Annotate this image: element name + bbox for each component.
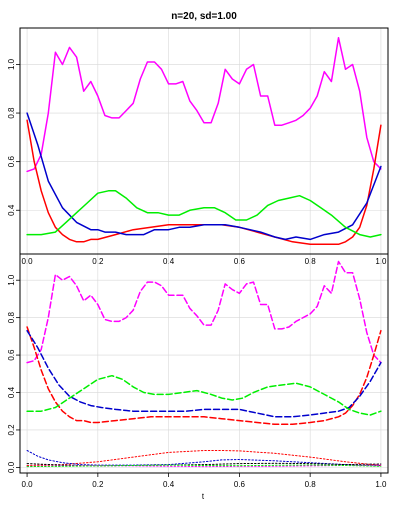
x-tick-label: 0.6 bbox=[234, 480, 246, 489]
bottom-panel-frame bbox=[19, 253, 389, 474]
x-tick-label: 1.0 bbox=[375, 480, 387, 489]
bottom-series-green-dotted bbox=[26, 464, 382, 468]
top-series-red-solid bbox=[26, 119, 382, 246]
chart-title: n=20, sd=1.00 bbox=[171, 11, 237, 22]
bottom-y-tick-label: 0.0 bbox=[7, 461, 16, 473]
x-tick-label: 0.0 bbox=[22, 480, 34, 489]
top-y-tick-label: 0.6 bbox=[7, 156, 16, 168]
top-series-blue-solid bbox=[26, 112, 382, 241]
bottom-panel: 0.0 0.2 0.4 0.6 0.8 1.0 0.0 0.2 0.4 0.6 0.8 1.0 bbox=[7, 253, 389, 489]
bottom-series-magenta-dotted bbox=[26, 464, 382, 468]
x-axis: 0.0 0.2 0.4 0.6 0.8 1.0 bbox=[22, 473, 387, 489]
bottom-series-green-dashed bbox=[26, 374, 382, 416]
bottom-panel-grid bbox=[20, 254, 388, 473]
bottom-series-black-dotted bbox=[26, 462, 382, 467]
top-panel-series bbox=[26, 36, 382, 246]
bottom-series-red-dotted bbox=[26, 450, 382, 466]
bottom-series-red-dashed bbox=[26, 326, 382, 426]
top-series-green-solid bbox=[26, 190, 382, 238]
bottom-series-blue-dotted bbox=[26, 450, 382, 467]
bottom-y-tick-label: 0.6 bbox=[7, 349, 16, 361]
bottom-y-tick-label: 0.8 bbox=[7, 312, 16, 324]
x-tick-label: 0.2 bbox=[92, 480, 104, 489]
top-panel-grid bbox=[20, 28, 388, 254]
bottom-y-tick-label: 0.2 bbox=[7, 424, 16, 436]
top-y-tick-label: 0.8 bbox=[7, 107, 16, 119]
bottom-y-tick-label: 0.4 bbox=[7, 386, 16, 398]
x-tick-label: 0.8 bbox=[305, 480, 317, 489]
x-tick-label: 0.4 bbox=[163, 480, 175, 489]
bottom-panel-series bbox=[26, 260, 382, 468]
top-y-tick-label: 1.0 bbox=[7, 58, 16, 70]
top-series-magenta-solid bbox=[26, 36, 382, 173]
bottom-panel-y-axis: 0.0 0.2 0.4 0.6 0.8 1.0 bbox=[7, 274, 20, 473]
x-axis-title: t bbox=[202, 492, 205, 501]
bottom-y-tick-label: 1.0 bbox=[7, 274, 16, 286]
top-y-tick-label: 0.4 bbox=[7, 204, 16, 216]
bottom-series-magenta-dashed bbox=[26, 260, 382, 364]
